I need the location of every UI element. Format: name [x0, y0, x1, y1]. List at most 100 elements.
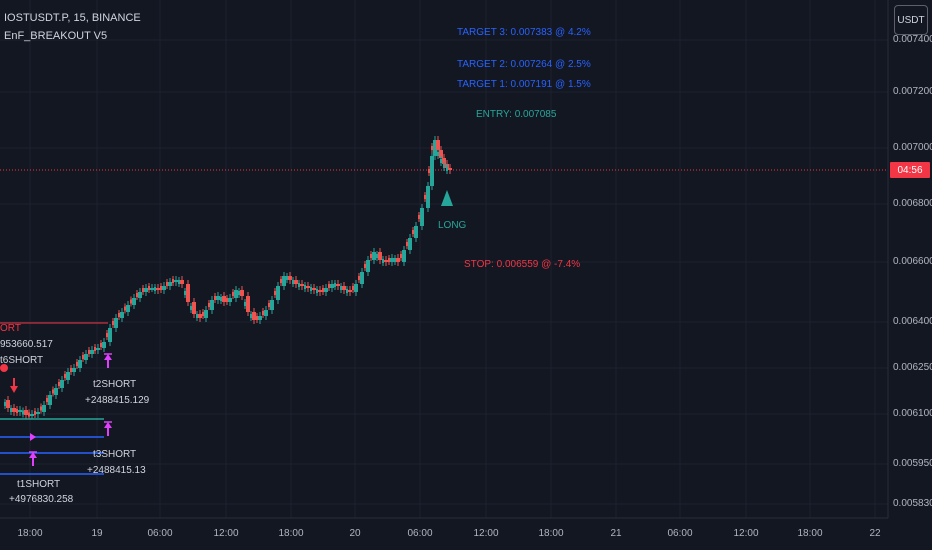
symbol-title: IOSTUSDT.P, 15, BINANCE — [4, 12, 141, 24]
price-tick: 0.006800 — [893, 198, 932, 209]
time-tick: 19 — [91, 528, 103, 539]
candle-body — [132, 298, 136, 305]
candle-body — [418, 215, 420, 219]
candle-body — [180, 280, 184, 284]
candle-body — [210, 300, 214, 310]
t2-short-value: +2488415.129 — [85, 395, 150, 406]
time-tick: 06:00 — [147, 528, 173, 539]
time-tick: 12:00 — [213, 528, 239, 539]
candle-body — [346, 289, 348, 293]
candle-body — [66, 372, 70, 380]
candle-body — [108, 328, 112, 342]
candle-body — [244, 302, 246, 306]
short-exit-marker-icon — [104, 354, 112, 360]
candle-body — [448, 168, 452, 170]
candle-body — [318, 290, 322, 292]
candle-body — [144, 288, 148, 292]
price-tick: 0.007400 — [893, 34, 932, 45]
stop-label: STOP: 0.006559 @ -7.4% — [464, 259, 581, 270]
candle-body — [168, 282, 172, 286]
long-signal-triangle-icon — [441, 190, 453, 206]
candle-body — [186, 284, 190, 302]
candle-body — [443, 164, 445, 168]
candle-body — [36, 412, 40, 414]
candle-body — [400, 254, 402, 258]
candle-body — [6, 400, 10, 408]
short-exit-marker-icon — [104, 422, 112, 428]
candle-body — [282, 276, 286, 286]
candle-body — [376, 254, 378, 258]
short-value: 953660.517 — [0, 339, 53, 350]
candle-body — [348, 290, 352, 292]
candle-body — [252, 312, 256, 320]
candle-body — [156, 288, 160, 290]
t1-short-label: t1SHORT — [17, 479, 61, 490]
time-tick: 12:00 — [473, 528, 499, 539]
candle-body — [172, 279, 174, 283]
candle-body — [294, 280, 298, 284]
candle-body — [440, 159, 442, 163]
candle-body — [82, 355, 84, 359]
candle-body — [300, 284, 304, 286]
candle-body — [238, 291, 240, 295]
candle-body — [276, 286, 280, 300]
candle-body — [52, 389, 54, 394]
time-tick: 06:00 — [407, 528, 433, 539]
candle-body — [24, 410, 28, 415]
short-signal-arrow-icon — [10, 386, 18, 393]
entry-label: ENTRY: 0.007085 — [476, 109, 557, 120]
candle-body — [48, 395, 52, 405]
short-signal-dot-icon — [0, 364, 8, 372]
candle-body — [434, 143, 436, 147]
candle-body — [406, 242, 408, 246]
candle-body — [54, 388, 58, 395]
candle-body — [316, 289, 318, 293]
candle-body — [166, 282, 168, 286]
candle-body — [120, 312, 124, 318]
candle-body — [402, 250, 406, 262]
candle-body — [126, 305, 130, 312]
candle-body — [439, 150, 443, 158]
candle-body — [446, 167, 448, 171]
candle-body — [190, 306, 192, 310]
short-label: ORT — [0, 323, 21, 334]
candle-body — [118, 313, 120, 317]
candle-body — [124, 306, 126, 311]
indicator-name[interactable]: EnF_BREAKOUT V5 — [4, 30, 108, 42]
candle-body — [226, 298, 228, 302]
candle-body — [102, 342, 106, 348]
candle-body — [352, 286, 354, 290]
candle-body — [100, 343, 102, 347]
target3-label: TARGET 3: 0.007383 @ 4.2% — [457, 27, 591, 38]
candle-body — [280, 279, 282, 283]
candle-body — [58, 382, 60, 386]
candle-body — [246, 296, 250, 312]
candle-body — [204, 310, 208, 318]
t2-short-label: t2SHORT — [93, 379, 137, 390]
candle-body — [178, 280, 180, 284]
candle-body — [12, 408, 16, 412]
time-tick: 06:00 — [667, 528, 693, 539]
candle-body — [390, 258, 394, 262]
currency-button[interactable]: USDT — [894, 5, 928, 35]
candle-body — [360, 272, 364, 284]
candle-body — [90, 350, 94, 354]
candle-body — [222, 296, 226, 302]
candle-body — [64, 374, 66, 378]
t3-short-value: +2488415.13 — [87, 465, 146, 476]
candle-body — [112, 321, 114, 325]
candle-body — [220, 297, 222, 301]
candle-body — [214, 296, 216, 300]
candle-body — [274, 291, 276, 295]
candle-body — [22, 410, 24, 415]
candle-body — [412, 230, 414, 234]
price-tick: 0.005950 — [893, 458, 932, 469]
candle-body — [426, 186, 430, 208]
candle-body — [342, 286, 346, 290]
candle-body — [184, 291, 186, 295]
candle-body — [78, 360, 82, 368]
candle-body — [334, 283, 336, 287]
candle-body — [114, 318, 118, 328]
candle-body — [40, 406, 42, 411]
